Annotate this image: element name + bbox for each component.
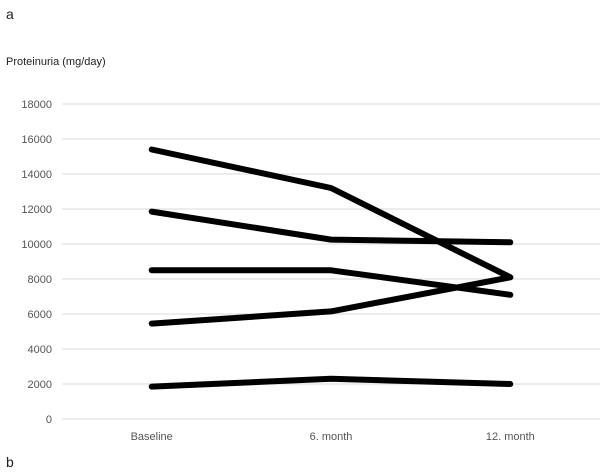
y-tick-label: 4000: [28, 344, 52, 356]
series-line-5: [148, 375, 514, 390]
y-tick-label: 0: [46, 414, 52, 426]
x-tick-labels: Baseline 6. month 12. month: [131, 431, 535, 443]
y-tick-label: 14000: [21, 169, 52, 181]
series-line-1: [148, 146, 514, 281]
x-tick-label: 6. month: [310, 431, 353, 443]
y-tick-label: 2000: [28, 379, 52, 391]
x-tick-label: 12. month: [486, 431, 535, 443]
y-tick-label: 18000: [21, 99, 52, 111]
y-tick-label: 10000: [21, 239, 52, 251]
y-tick-label: 6000: [28, 309, 52, 321]
x-tick-label: Baseline: [131, 431, 173, 443]
panel-label-b: b: [6, 454, 14, 470]
series-line-4: [148, 274, 514, 327]
y-tick-label: 8000: [28, 274, 52, 286]
series-line-2: [148, 208, 514, 246]
y-tick-labels: 0 2000 4000 6000 8000 10000 12000 14000 16000 180…: [21, 99, 52, 426]
y-tick-label: 16000: [21, 134, 52, 146]
series-lines: [148, 146, 514, 390]
y-axis-label: Proteinuria (mg/day): [6, 56, 106, 68]
gridlines: [62, 103, 600, 420]
series-line-3: [148, 267, 514, 298]
y-tick-label: 12000: [21, 204, 52, 216]
panel-label-a: a: [6, 6, 14, 22]
